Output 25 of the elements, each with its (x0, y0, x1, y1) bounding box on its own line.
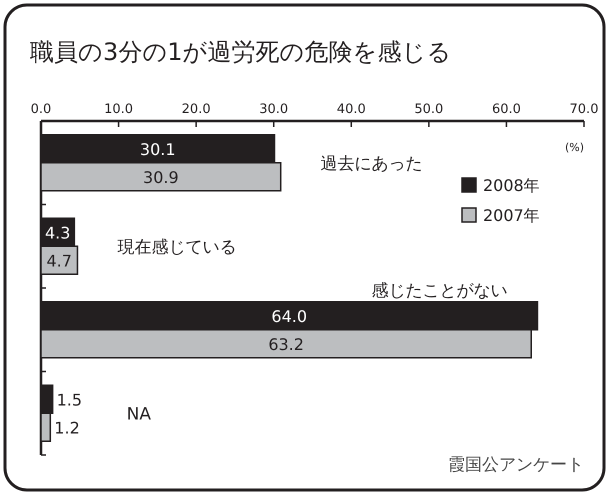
x-axis-title: (%) (564, 141, 584, 154)
x-tick-label: 0.0 (30, 102, 52, 117)
x-tick-label: 30.0 (259, 102, 288, 117)
x-tick-label: 70.0 (570, 102, 598, 117)
y-tick-label: 現在感じている (117, 237, 236, 258)
x-tick-label: 40.0 (336, 102, 366, 117)
legend-label: 2008年 (483, 176, 540, 195)
data-label: 1.5 (56, 390, 82, 410)
y-tick-label: NA (126, 404, 152, 424)
legend-label: 2007年 (483, 206, 540, 225)
data-label: 4.7 (46, 251, 72, 270)
y-tick-label: 過去にあった (320, 154, 423, 174)
annotation: 霞国公アンケート (448, 455, 584, 475)
data-label: 64.0 (271, 306, 308, 326)
data-label: 4.3 (44, 223, 70, 242)
y-tick-label: 感じたことがない (371, 280, 508, 301)
x-tick-label: 50.0 (414, 102, 444, 117)
data-label: 63.2 (268, 334, 304, 354)
x-tick-label: 20.0 (182, 102, 211, 117)
chart-title: 職員の3分の1が過労死の危険を感じる (30, 38, 452, 66)
data-label: 30.9 (143, 168, 179, 187)
x-tick-label: 60.0 (492, 102, 521, 117)
data-label: 1.2 (54, 418, 80, 438)
x-tick-label: 10.0 (104, 102, 134, 117)
data-label: 30.1 (140, 140, 176, 159)
